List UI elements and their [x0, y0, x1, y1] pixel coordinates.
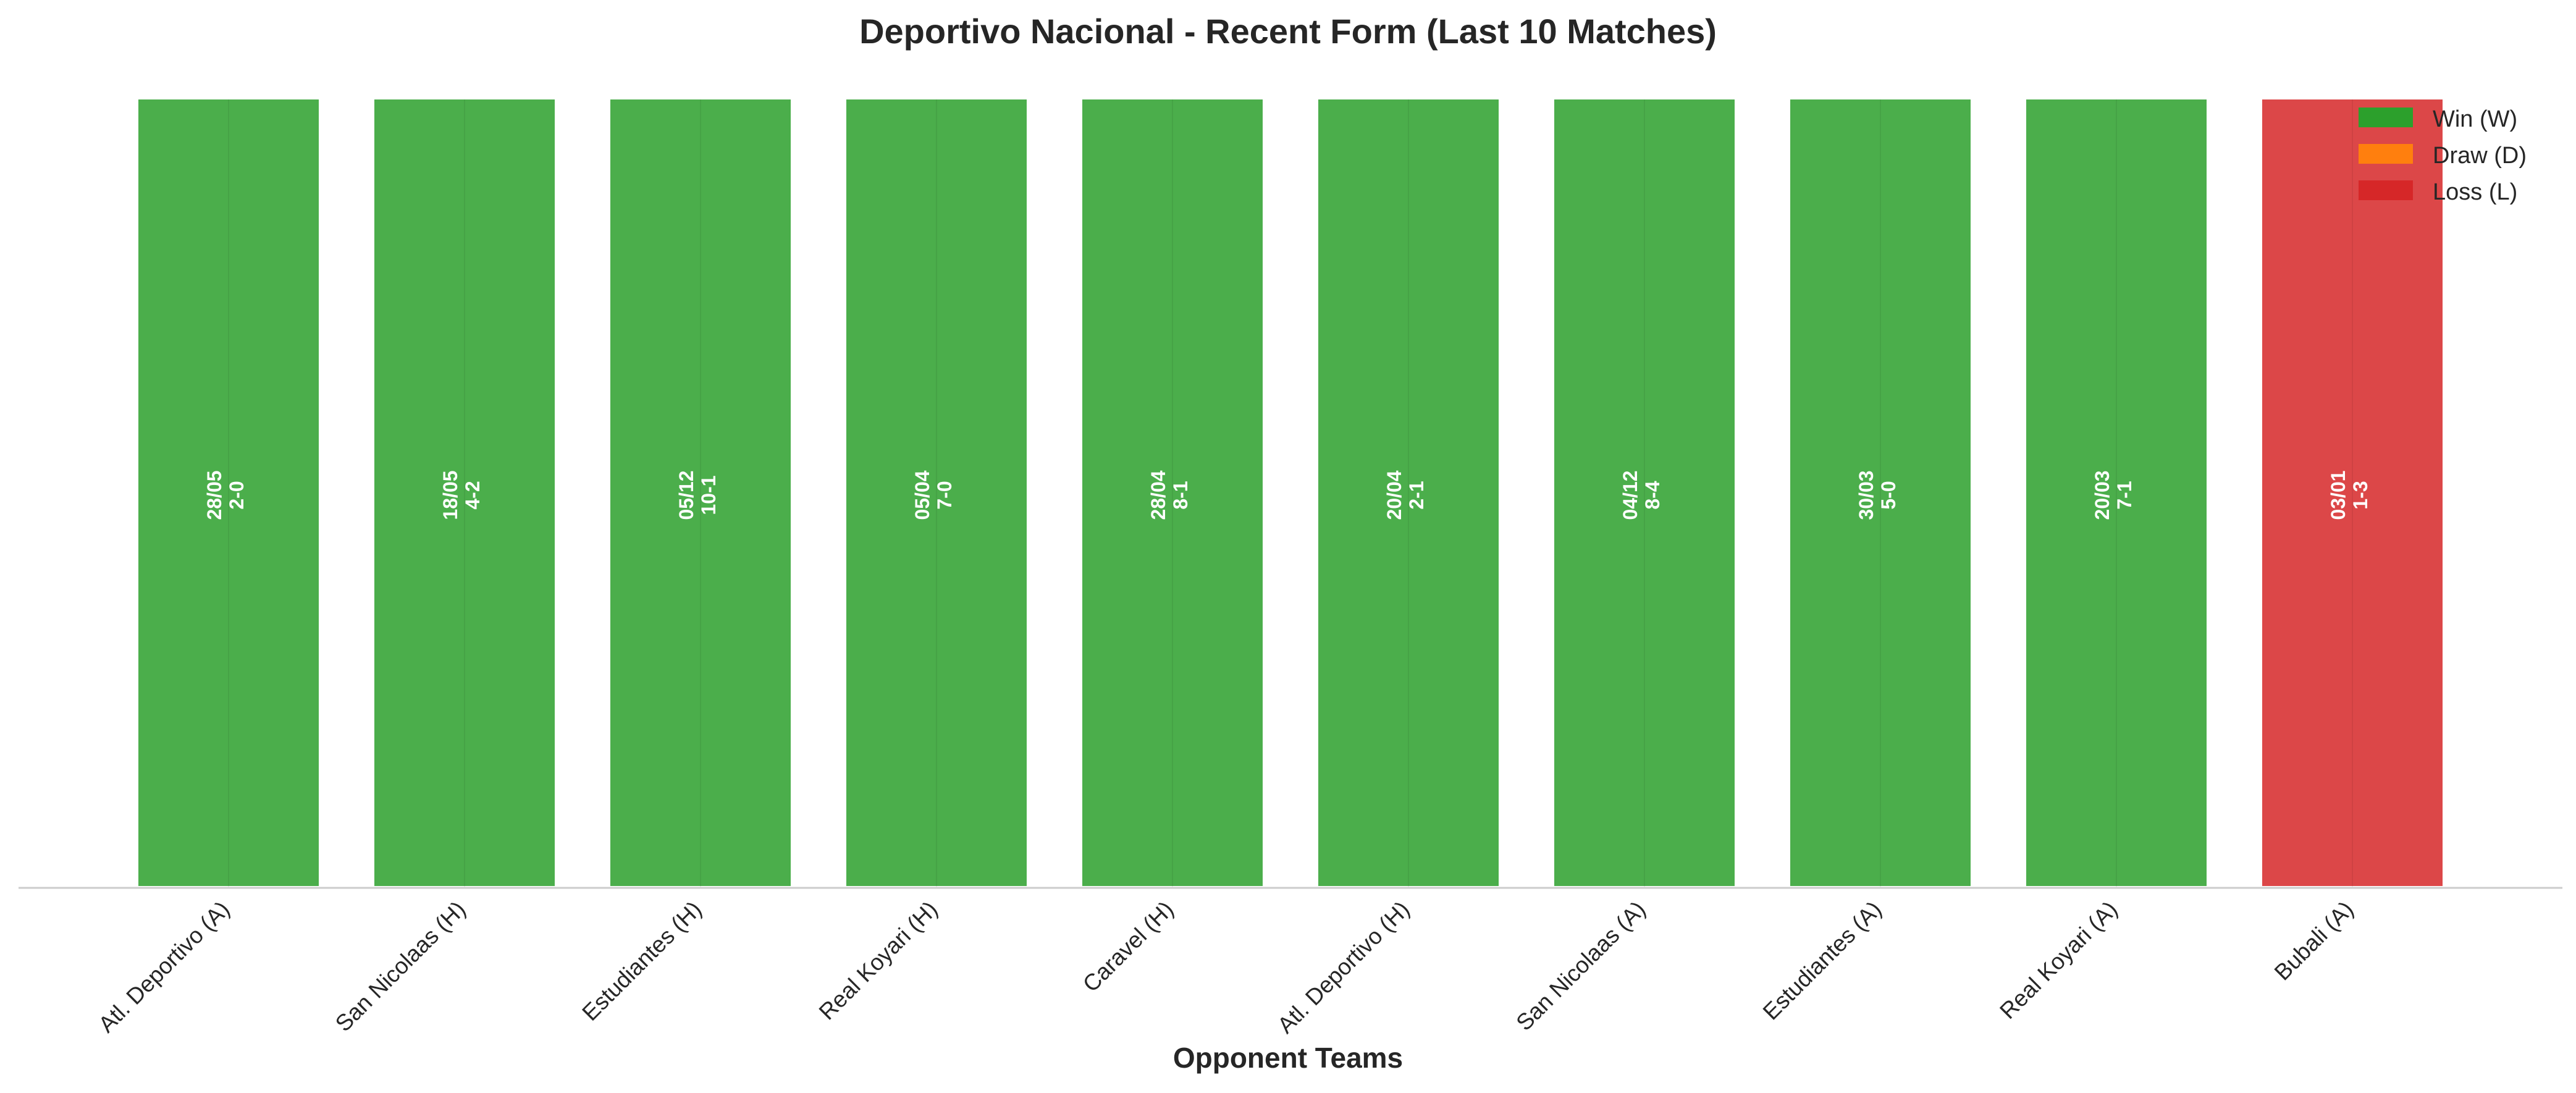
- bar-3: [607, 96, 794, 890]
- legend-swatch-w: [2359, 108, 2413, 127]
- bar-score-label: 10-1: [697, 475, 720, 515]
- bar-10: [2258, 96, 2446, 890]
- bar-6: [1315, 96, 1502, 890]
- x-tick-label: Caravel (H): [1078, 897, 1179, 997]
- bar-8: [1787, 96, 1974, 890]
- bar-date-label: 05/12: [675, 470, 697, 520]
- bar-score-label: 2-0: [225, 481, 248, 509]
- bars-group: 28/05 2-0 18/05 4-2 05/12 10-1 05/04 7-0 28/04 8-…: [135, 96, 2446, 890]
- bar-5: [1079, 96, 1266, 890]
- legend-label-w: Win (W): [2433, 106, 2517, 132]
- x-tick-label: Estudiantes (H): [577, 897, 706, 1026]
- bar-7: [1551, 96, 1738, 890]
- x-tick-label: San Nicolaas (A): [1511, 897, 1650, 1036]
- bar-date-label: 18/05: [439, 470, 461, 520]
- bar-date-label: 30/03: [1855, 470, 1877, 520]
- legend: Win (W) Draw (D) Loss (L): [2359, 106, 2527, 205]
- x-tick-label: Estudiantes (A): [1758, 897, 1887, 1025]
- x-tick-label: Atl. Deportivo (A): [93, 897, 234, 1037]
- x-tick-label: Real Koyari (H): [814, 897, 943, 1025]
- bar-score-label: 1-3: [2349, 481, 2372, 509]
- bar-date-label: 05/04: [911, 470, 933, 520]
- legend-swatch-d: [2359, 144, 2413, 164]
- legend-label-l: Loss (L): [2433, 179, 2517, 205]
- x-tick-label: Bubali (A): [2270, 897, 2359, 985]
- bar-score-label: 5-0: [1877, 481, 1900, 509]
- bar-date-label: 20/03: [2091, 470, 2113, 520]
- bar-date-label: 28/04: [1147, 470, 1169, 520]
- legend-label-d: Draw (D): [2433, 143, 2527, 169]
- bar-score-label: 8-1: [1169, 481, 1192, 509]
- x-tick-label: San Nicolaas (H): [330, 897, 471, 1037]
- bar-score-label: 4-2: [461, 481, 484, 509]
- bar-date-label: 20/04: [1383, 470, 1405, 520]
- bar-1: [135, 96, 322, 890]
- bar-score-label: 7-0: [933, 481, 956, 509]
- bar-2: [371, 96, 558, 890]
- bar-date-label: 04/12: [1619, 470, 1641, 520]
- bar-score-label: 7-1: [2113, 481, 2136, 509]
- legend-swatch-l: [2359, 180, 2413, 200]
- bar-score-label: 8-4: [1641, 481, 1664, 509]
- x-tick-label: Real Koyari (A): [1995, 897, 2122, 1024]
- chart-title: Deportivo Nacional - Recent Form (Last 1…: [859, 12, 1717, 51]
- x-tick-label: Atl. Deportivo (H): [1273, 897, 1415, 1039]
- bar-score-label: 2-1: [1405, 481, 1428, 509]
- bar-date-label: 28/05: [203, 470, 225, 520]
- x-tick-labels: Atl. Deportivo (A) San Nicolaas (H) Estudi…: [93, 897, 2358, 1039]
- bar-date-label: 03/01: [2327, 470, 2349, 520]
- x-axis-label: Opponent Teams: [1173, 1042, 1403, 1074]
